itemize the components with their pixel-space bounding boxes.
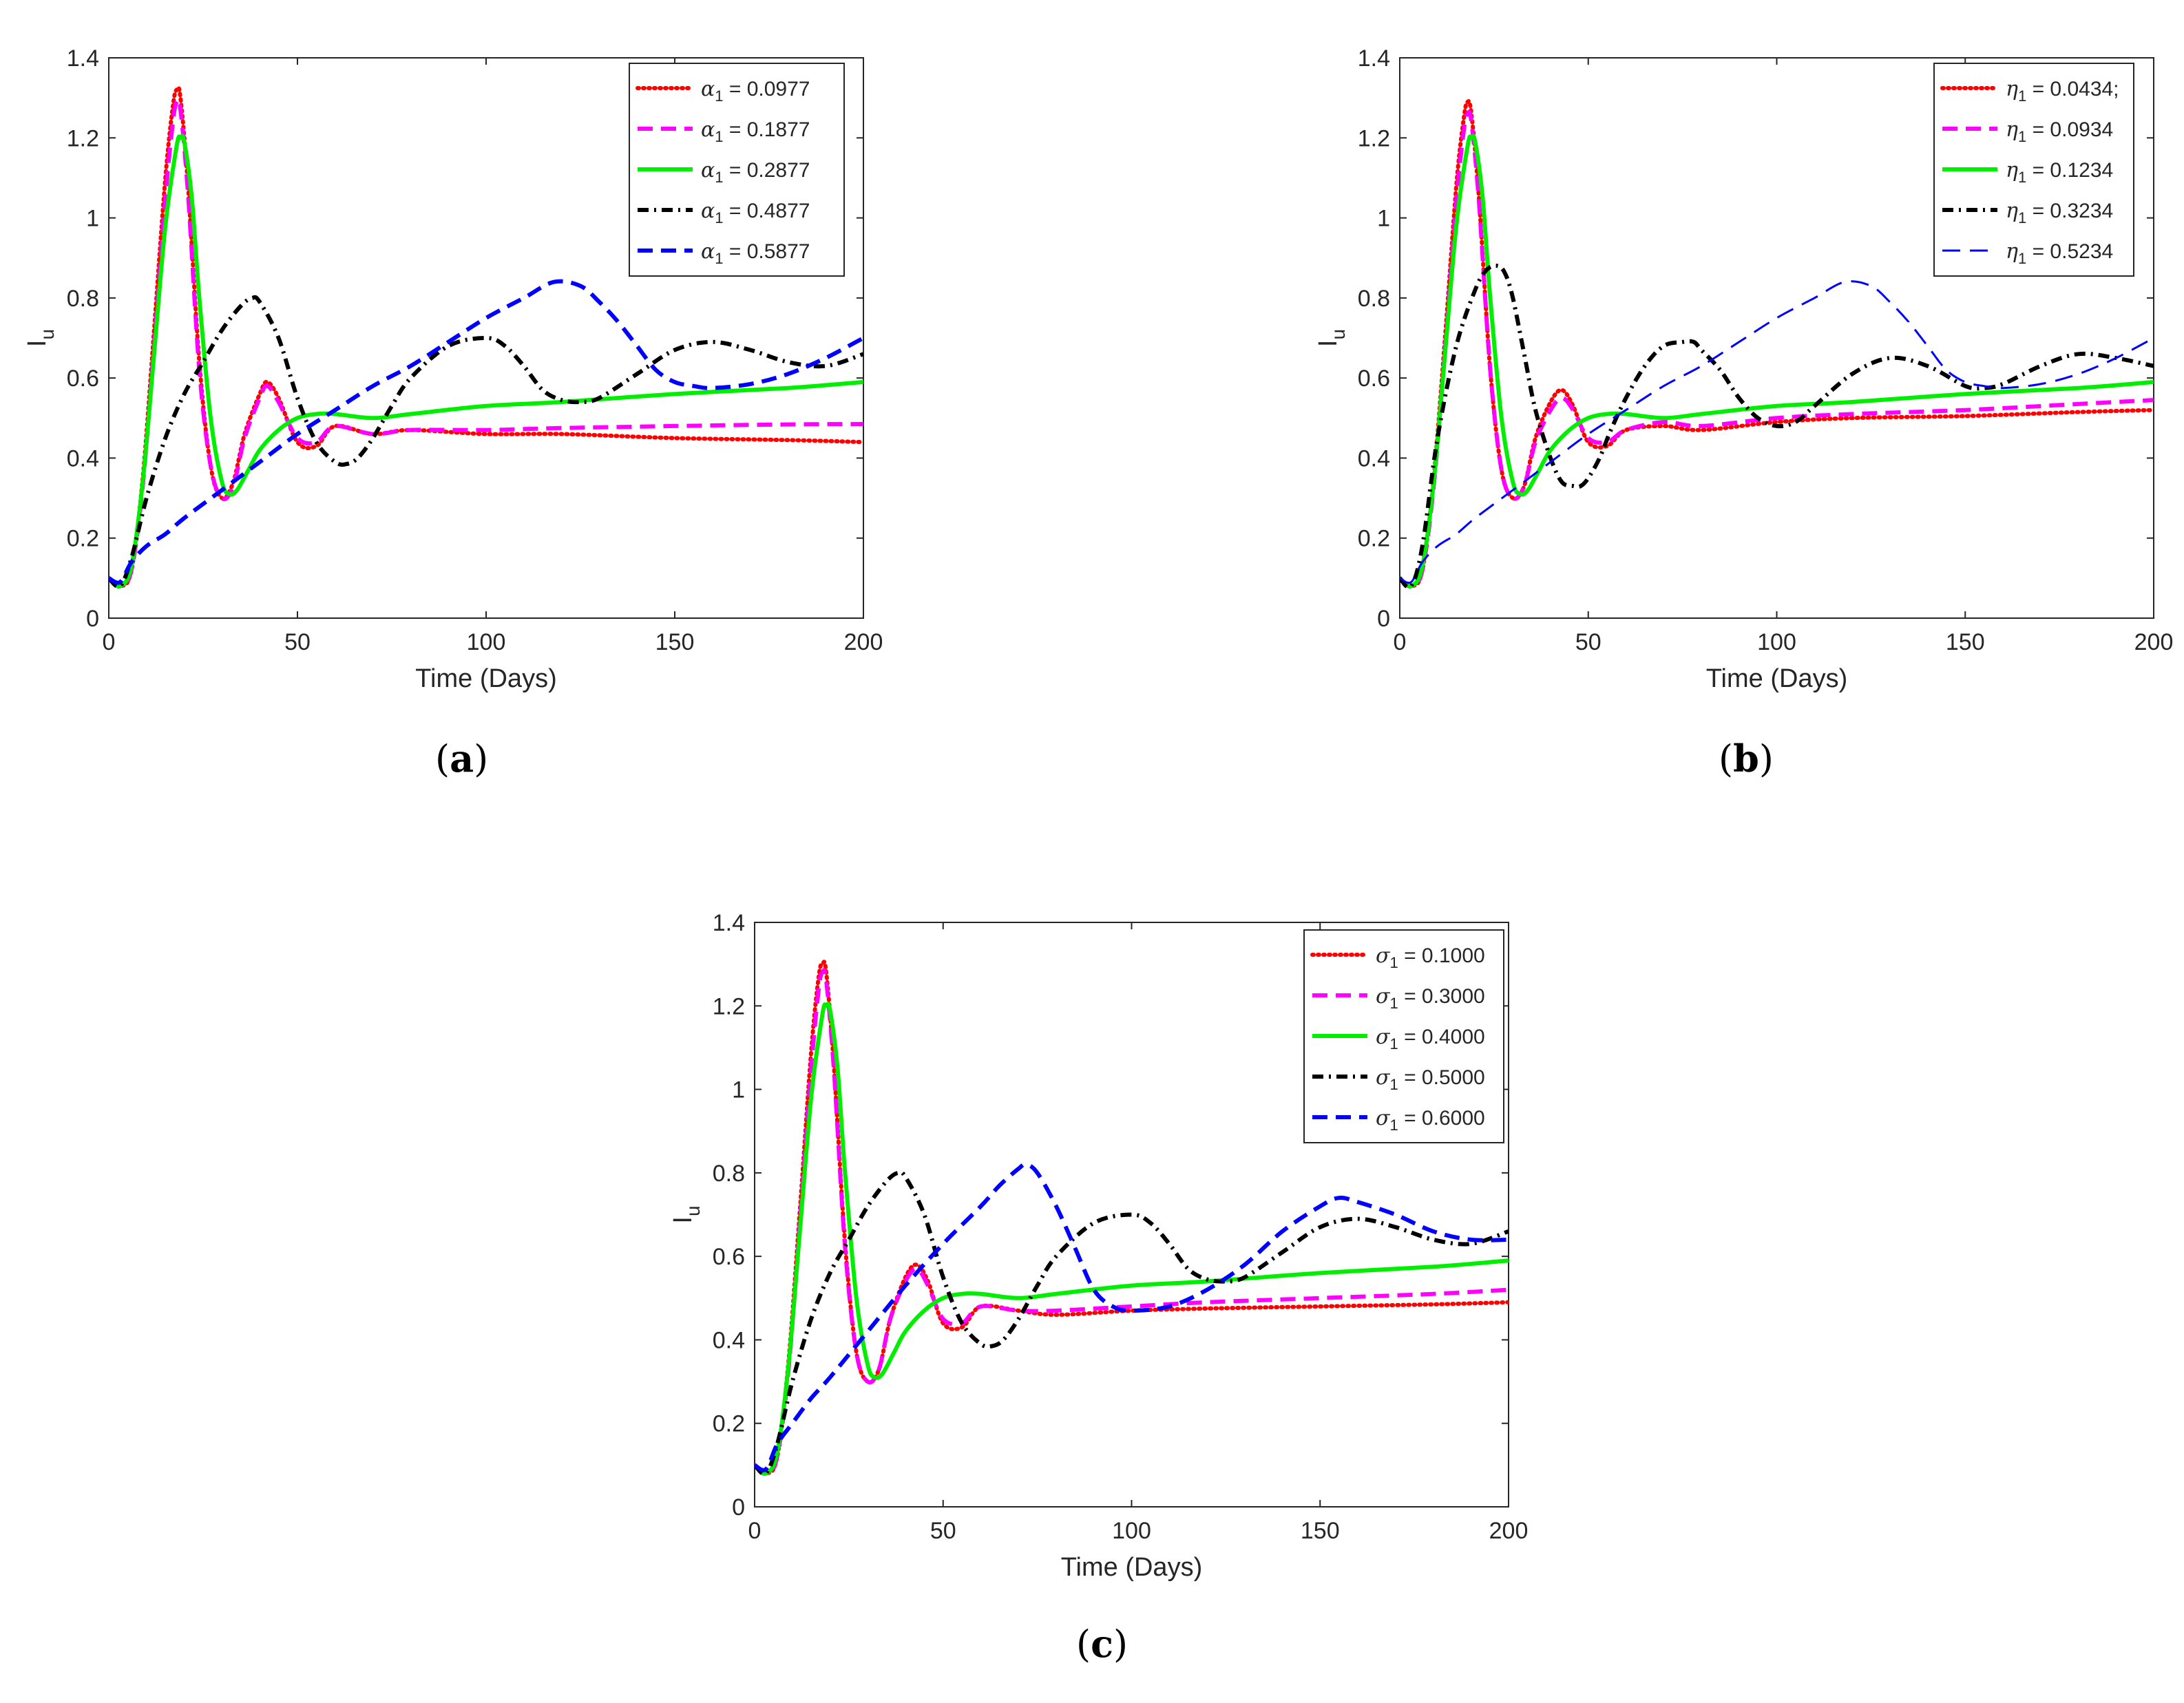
legend-label-4: α1 = 0.4877 xyxy=(701,199,810,226)
series-line-4 xyxy=(109,295,863,589)
y-tick-label: 1 xyxy=(86,206,99,232)
x-tick-label: 150 xyxy=(1946,629,1985,655)
x-axis-label: Time (Days) xyxy=(1061,1553,1202,1582)
x-tick-label: 150 xyxy=(655,629,695,655)
y-tick-label: 0.4 xyxy=(67,445,99,472)
y-tick-label: 0.2 xyxy=(713,1411,745,1437)
y-tick-label: 0.2 xyxy=(1358,526,1390,552)
series-line-5 xyxy=(109,279,863,585)
x-tick-label: 200 xyxy=(2134,629,2174,655)
x-tick-label: 50 xyxy=(1575,629,1602,655)
x-axis-label: Time (Days) xyxy=(415,664,556,693)
legend-label-2: α1 = 0.1877 xyxy=(701,118,810,145)
legend-label-5: σ1 = 0.6000 xyxy=(1376,1106,1485,1134)
y-tick-label: 1.4 xyxy=(67,45,99,72)
series-line-5 xyxy=(1400,280,2154,584)
series-line-4 xyxy=(1400,264,2154,590)
legend: σ1 = 0.1000 σ1 = 0.3000 σ1 = 0.4000 σ1 = 0.… xyxy=(1303,929,1504,1143)
y-tick-label: 0.2 xyxy=(67,526,99,552)
y-tick-label: 1.4 xyxy=(1358,45,1390,72)
x-tick-label: 150 xyxy=(1301,1518,1340,1544)
y-tick-label: 0.8 xyxy=(67,286,99,312)
x-tick-label: 0 xyxy=(748,1518,762,1544)
series-line-3 xyxy=(109,134,863,589)
x-tick-label: 100 xyxy=(467,629,506,655)
caption-c: (c) xyxy=(1076,1622,1128,1666)
legend-label-1: η1 = 0.0434; xyxy=(2006,77,2119,105)
y-tick-label: 1.2 xyxy=(713,993,745,1019)
chart-panel-b: 0 50 100 150 200 0 0.2 0.4 0.6 0.8 1 1.2 1.4 Time (Da… xyxy=(1314,45,2173,693)
series-line-3 xyxy=(755,1002,1509,1476)
x-tick-label: 200 xyxy=(844,629,883,655)
series-group xyxy=(109,85,863,589)
y-axis-label: Iu xyxy=(1314,329,1349,347)
x-tick-label: 50 xyxy=(284,629,311,655)
legend-label-2: σ1 = 0.3000 xyxy=(1376,984,1485,1012)
y-tick-label: 0.4 xyxy=(713,1327,745,1353)
chart-panel-a: 0 50 100 150 200 0 0.2 0.4 0.6 0.8 1 1.2 1.4 Time (Da… xyxy=(23,45,883,693)
y-tick-label: 1.2 xyxy=(67,125,99,151)
series-group xyxy=(755,960,1509,1477)
legend-label-4: η1 = 0.3234 xyxy=(2006,199,2113,226)
x-tick-label: 0 xyxy=(1394,629,1407,655)
legend: η1 = 0.0434; η1 = 0.0934 η1 = 0.1234 η1 = 0… xyxy=(1933,63,2134,277)
legend-label-5: η1 = 0.5234 xyxy=(2006,240,2113,267)
chart-panel-c: 0 50 100 150 200 0 0.2 0.4 0.6 0.8 1 1.2 1.4 Time (Da… xyxy=(669,910,1528,1582)
series-line-2 xyxy=(755,968,1509,1476)
series-line-3 xyxy=(1400,134,2154,589)
y-tick-label: 0.4 xyxy=(1358,445,1390,472)
legend-label-1: α1 = 0.0977 xyxy=(701,77,810,105)
x-axis-label: Time (Days) xyxy=(1706,664,1847,693)
y-axis-label: Iu xyxy=(23,329,58,347)
y-tick-label: 1.2 xyxy=(1358,125,1390,151)
y-tick-label: 0.6 xyxy=(1358,366,1390,392)
legend: α1 = 0.0977 α1 = 0.1877 α1 = 0.2877 α1 = 0.… xyxy=(629,63,845,277)
x-tick-label: 0 xyxy=(103,629,116,655)
legend-label-5: α1 = 0.5877 xyxy=(701,240,810,267)
x-tick-label: 50 xyxy=(930,1518,956,1544)
x-tick-label: 200 xyxy=(1489,1518,1529,1544)
legend-label-3: α1 = 0.2877 xyxy=(701,158,810,186)
y-tick-label: 0 xyxy=(86,606,99,632)
y-tick-label: 0.8 xyxy=(1358,286,1390,312)
y-tick-label: 0 xyxy=(732,1494,745,1521)
y-tick-label: 0.6 xyxy=(67,366,99,392)
series-line-5 xyxy=(755,1162,1509,1472)
y-tick-label: 0.6 xyxy=(713,1244,745,1270)
x-tick-label: 100 xyxy=(1112,1518,1151,1544)
x-tick-label: 100 xyxy=(1757,629,1796,655)
caption-b: (b) xyxy=(1719,737,1774,781)
legend-label-3: σ1 = 0.4000 xyxy=(1376,1025,1485,1053)
y-tick-label: 1.4 xyxy=(713,910,745,936)
y-tick-label: 0.8 xyxy=(713,1161,745,1187)
legend-label-2: η1 = 0.0934 xyxy=(2006,118,2113,145)
legend-box xyxy=(629,63,845,277)
series-group xyxy=(1400,98,2154,590)
y-axis-label: Iu xyxy=(669,1205,704,1223)
y-tick-label: 0 xyxy=(1377,606,1390,632)
caption-a: (a) xyxy=(435,737,489,781)
y-tick-label: 1 xyxy=(732,1077,745,1103)
y-tick-label: 1 xyxy=(1377,206,1390,232)
legend-label-1: σ1 = 0.1000 xyxy=(1376,944,1485,971)
legend-label-3: η1 = 0.1234 xyxy=(2006,158,2113,186)
legend-label-4: σ1 = 0.5000 xyxy=(1376,1066,1485,1093)
